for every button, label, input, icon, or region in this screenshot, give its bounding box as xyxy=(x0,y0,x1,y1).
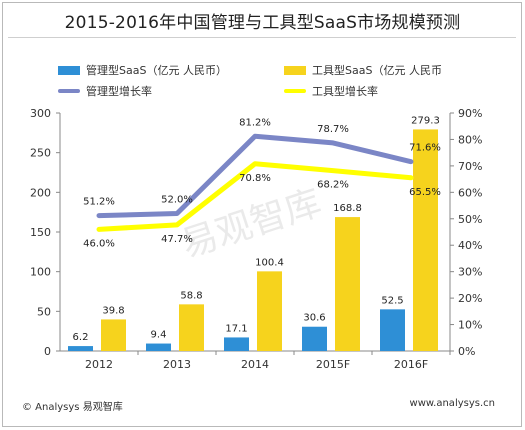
bar-management xyxy=(224,337,249,351)
bar-value-label: 279.3 xyxy=(411,115,440,126)
chart-title: 2015-2016年中国管理与工具型SaaS市场规模预测 xyxy=(64,13,461,33)
legend-item-1: 工具型SaaS（亿元 人民币 xyxy=(284,62,442,78)
right-tick-label: 90% xyxy=(458,107,482,120)
line-tool-growth xyxy=(96,161,414,232)
growth-value-label: 70.8% xyxy=(239,173,271,184)
bar-management xyxy=(146,343,171,351)
bar-value-label: 17.1 xyxy=(225,323,247,334)
legend-item-3: 工具型增长率 xyxy=(284,83,378,99)
legend-line-swatch xyxy=(284,89,306,93)
growth-value-label: 78.7% xyxy=(317,124,349,135)
bar-value-label: 168.8 xyxy=(333,203,362,214)
bar-tool xyxy=(257,271,282,351)
bar-tool xyxy=(413,129,438,351)
growth-value-label: 81.2% xyxy=(239,117,271,128)
bar-tool xyxy=(101,319,126,351)
footer-right: www.analysys.cn xyxy=(409,398,495,409)
legend-bar-swatch xyxy=(58,65,80,75)
x-tick-label: 2013 xyxy=(163,358,191,371)
x-tick-label: 2016F xyxy=(394,358,428,371)
left-tick-label: 300 xyxy=(30,107,51,120)
left-tick-label: 50 xyxy=(37,305,51,318)
right-tick-label: 60% xyxy=(458,186,482,199)
right-tick-label: 40% xyxy=(458,239,482,252)
bar-value-label: 100.4 xyxy=(255,257,284,268)
bar-tool xyxy=(179,304,204,351)
line-management-growth xyxy=(96,133,414,219)
bar-value-label: 39.8 xyxy=(102,305,124,316)
bar-management xyxy=(380,309,405,351)
legend-item-2: 管理型增长率 xyxy=(58,83,152,99)
bar-management xyxy=(302,326,327,351)
legend-label: 工具型增长率 xyxy=(312,85,378,98)
x-tick-label: 2015F xyxy=(316,358,350,371)
growth-value-label: 71.6% xyxy=(409,143,441,154)
left-tick-label: 0 xyxy=(44,345,51,358)
legend-item-0: 管理型SaaS（亿元 人民币） xyxy=(58,62,227,78)
bar-management xyxy=(68,346,93,351)
right-tick-label: 80% xyxy=(458,133,482,146)
title-divider xyxy=(8,37,516,38)
legend-label: 管理型SaaS（亿元 人民币） xyxy=(86,64,227,77)
legend-label: 工具型SaaS（亿元 人民币 xyxy=(312,64,442,77)
x-tick-label: 2014 xyxy=(241,358,269,371)
growth-value-label: 51.2% xyxy=(83,197,115,208)
growth-value-label: 47.7% xyxy=(161,234,193,245)
left-tick-label: 250 xyxy=(30,147,51,160)
growth-value-label: 65.5% xyxy=(409,187,441,198)
x-tick-label: 2012 xyxy=(85,358,113,371)
right-tick-label: 50% xyxy=(458,213,482,226)
growth-value-label: 52.0% xyxy=(161,194,193,205)
right-tick-label: 70% xyxy=(458,160,482,173)
footer-left: © Analysys 易观智库 xyxy=(22,402,123,413)
legend-bar-swatch xyxy=(284,65,306,75)
right-tick-label: 10% xyxy=(458,319,482,332)
legend-line-swatch xyxy=(58,89,80,93)
right-tick-label: 0% xyxy=(458,345,475,358)
bar-value-label: 9.4 xyxy=(151,330,167,341)
growth-value-label: 68.2% xyxy=(317,180,349,191)
legend-label: 管理型增长率 xyxy=(86,85,152,98)
left-tick-label: 100 xyxy=(30,266,51,279)
bar-value-label: 6.2 xyxy=(73,332,89,343)
bar-tool xyxy=(335,217,360,351)
left-tick-label: 200 xyxy=(30,186,51,199)
bar-value-label: 58.8 xyxy=(180,290,202,301)
right-tick-label: 30% xyxy=(458,266,482,279)
growth-value-label: 46.0% xyxy=(83,238,115,249)
bar-value-label: 52.5 xyxy=(381,295,403,306)
left-tick-label: 150 xyxy=(30,226,51,239)
right-tick-label: 20% xyxy=(458,292,482,305)
bar-value-label: 30.6 xyxy=(303,313,325,324)
